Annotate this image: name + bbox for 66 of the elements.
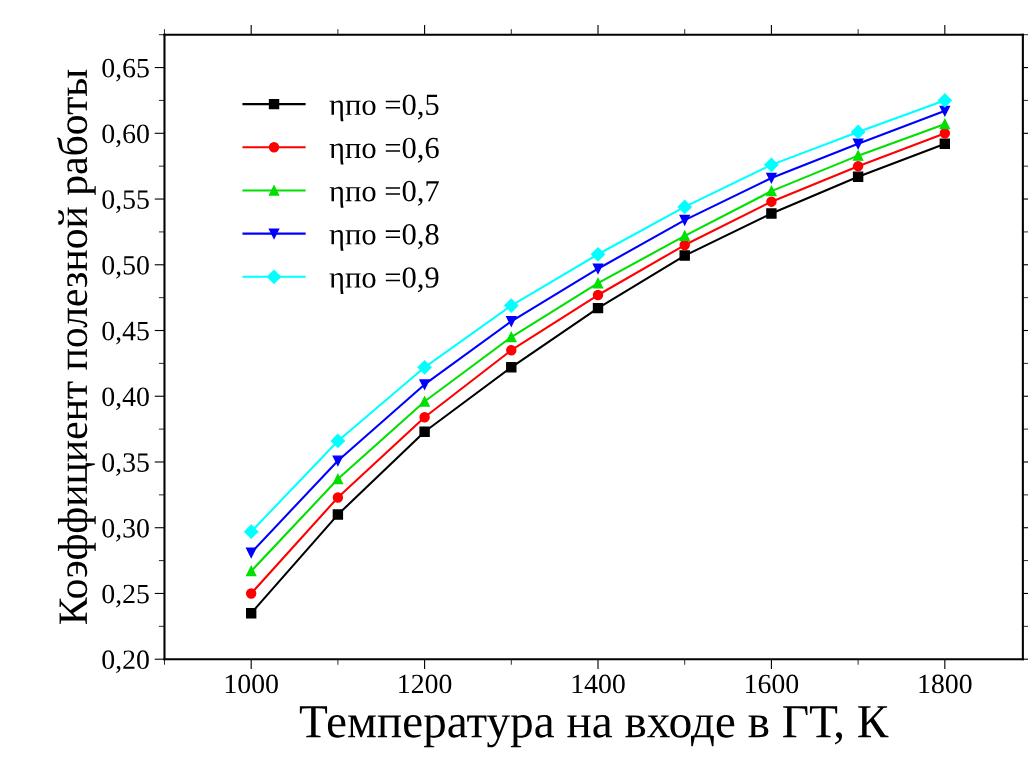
x-axis-title: Температура на входе в ГТ, К <box>299 706 889 748</box>
point <box>939 118 951 130</box>
x-tick-label: 1800 <box>919 674 972 694</box>
point <box>245 565 257 577</box>
x-tick-label: 1400 <box>572 674 625 694</box>
point <box>679 230 690 242</box>
y-tick-label: 0,40 <box>102 387 149 411</box>
point <box>419 379 430 390</box>
y-tick-label: 0,30 <box>102 518 149 542</box>
point <box>679 250 690 261</box>
y-tick-label: 0,25 <box>102 584 149 608</box>
legend-label: ηпо =0,6 <box>329 137 439 165</box>
y-axis-title: Коэффициент полезной работы <box>57 69 96 624</box>
y-tick-label: 0,45 <box>102 321 149 345</box>
y-tick-label: 0,60 <box>102 124 149 148</box>
point <box>937 93 952 108</box>
point <box>332 509 344 520</box>
point <box>417 360 432 375</box>
point <box>332 473 344 485</box>
point <box>939 128 951 139</box>
legend-label: ηпо =0,5 <box>329 94 439 122</box>
point <box>939 138 951 150</box>
x-tick-label: 1200 <box>399 674 452 694</box>
point <box>852 160 864 172</box>
legend-label: ηпо =0,8 <box>329 224 439 251</box>
x-tick-label: 1600 <box>746 674 799 694</box>
point <box>419 412 430 423</box>
point <box>506 331 517 343</box>
point <box>245 547 257 558</box>
point <box>506 362 517 373</box>
point <box>679 214 690 226</box>
point <box>851 124 866 140</box>
point <box>419 396 430 407</box>
point <box>852 150 864 161</box>
y-tick-label: 0,55 <box>102 190 149 213</box>
point <box>592 302 604 314</box>
point <box>677 199 692 215</box>
y-tick-label: 0,65 <box>102 58 149 82</box>
point <box>592 277 604 289</box>
point <box>852 138 864 150</box>
y-tick-label: 0,20 <box>102 650 149 674</box>
point <box>766 172 777 184</box>
y-tick-label: 0,35 <box>102 453 149 476</box>
point <box>330 433 345 449</box>
point <box>766 208 777 219</box>
point <box>764 157 779 172</box>
y-tick-label: 0,50 <box>102 255 149 279</box>
legend-label: ηпо =0,9 <box>329 267 439 295</box>
point <box>245 607 257 619</box>
point <box>852 171 864 182</box>
point <box>244 524 259 539</box>
point <box>590 247 606 262</box>
point <box>332 455 344 466</box>
x-tick-label: 1000 <box>225 674 278 694</box>
point <box>766 196 777 207</box>
point <box>245 588 257 599</box>
point <box>592 263 604 274</box>
point <box>504 298 519 313</box>
point <box>506 316 517 327</box>
point <box>766 185 777 197</box>
point <box>332 492 344 503</box>
point <box>939 105 951 117</box>
point <box>592 289 604 301</box>
point <box>419 426 430 437</box>
legend-label: ηпо =0,7 <box>329 180 439 208</box>
point <box>506 345 517 356</box>
